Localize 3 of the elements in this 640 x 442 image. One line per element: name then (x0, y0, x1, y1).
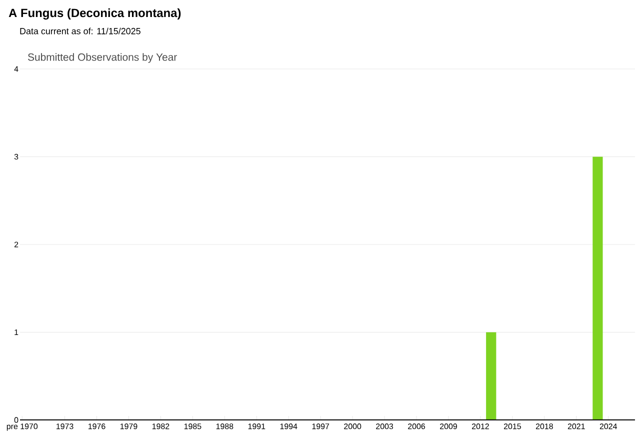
chart-title: A Fungus (Deconica montana) (8, 8, 181, 20)
text: Submitted Observations by Year (28, 53, 177, 63)
chart-subtitle: Data current as of: 11/15/2025 (20, 28, 140, 34)
